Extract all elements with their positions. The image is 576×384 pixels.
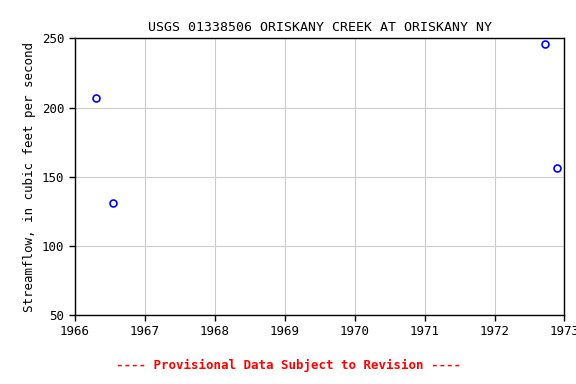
Text: ---- Provisional Data Subject to Revision ----: ---- Provisional Data Subject to Revisio… bbox=[116, 359, 460, 372]
Title: USGS 01338506 ORISKANY CREEK AT ORISKANY NY: USGS 01338506 ORISKANY CREEK AT ORISKANY… bbox=[147, 22, 492, 35]
Y-axis label: Streamflow, in cubic feet per second: Streamflow, in cubic feet per second bbox=[24, 41, 36, 312]
